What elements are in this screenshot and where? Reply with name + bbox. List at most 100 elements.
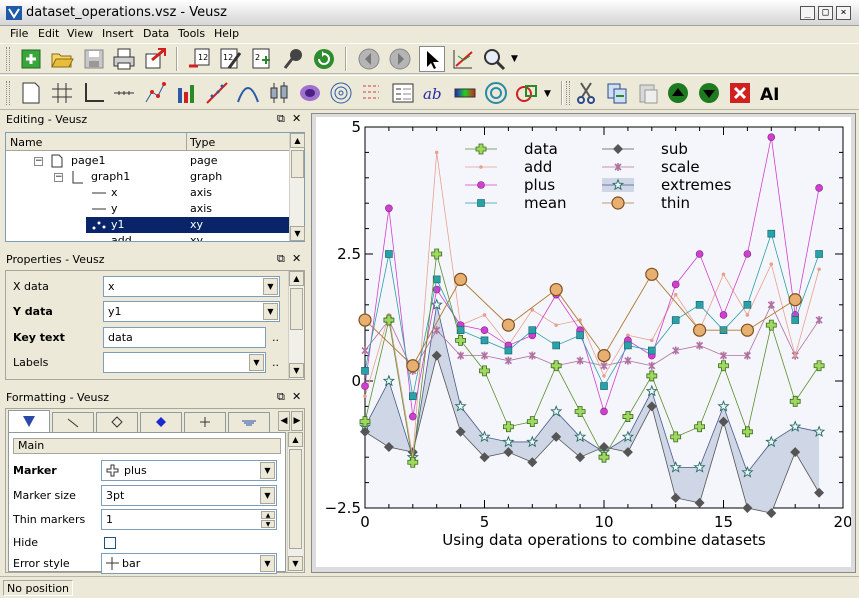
dropdown-arrow-icon[interactable]: ▼: [249, 354, 264, 371]
save-disk-icon[interactable]: [81, 46, 107, 72]
scroll-down-icon[interactable]: ▼: [290, 226, 305, 241]
zoom-dropdown-icon[interactable]: ▼: [511, 54, 518, 64]
thin-markers-spinbox[interactable]: 1 ▲ ▼: [101, 509, 277, 530]
labels-ellipsis-button[interactable]: ..: [272, 356, 279, 369]
tab-error-bar[interactable]: [184, 412, 226, 432]
add-function-icon[interactable]: [235, 80, 261, 106]
float-panel-icon[interactable]: ⧉: [277, 252, 285, 265]
scroll-thumb[interactable]: [291, 150, 304, 178]
tab-fill-below[interactable]: [228, 412, 270, 432]
menu-file[interactable]: File: [10, 27, 29, 40]
tree-row-add[interactable]: add xy: [6, 233, 289, 241]
new-document-icon[interactable]: [18, 46, 44, 72]
reload-icon[interactable]: [311, 46, 337, 72]
formatting-scrollbar[interactable]: ▲ ▼: [287, 432, 303, 572]
minimize-button[interactable]: _: [800, 6, 815, 20]
add-polar-icon[interactable]: [483, 80, 509, 106]
keytext-ellipsis-button[interactable]: ..: [272, 331, 279, 344]
tree-row-y1[interactable]: y1 xy: [6, 217, 289, 233]
add-label-icon[interactable]: ab: [421, 80, 447, 106]
create-dataset-icon[interactable]: 2: [248, 46, 274, 72]
add-fit-icon[interactable]: [204, 80, 230, 106]
float-panel-icon[interactable]: ⧉: [277, 112, 285, 125]
tree-row-page1[interactable]: − page1 page: [6, 153, 289, 169]
tab-marker-fill[interactable]: [140, 412, 182, 432]
capture-data-icon[interactable]: [280, 46, 306, 72]
add-image-icon[interactable]: [297, 80, 323, 106]
tree-row-y[interactable]: y axis: [6, 201, 289, 217]
toolbar-grip[interactable]: [566, 81, 570, 105]
paste-icon[interactable]: [635, 80, 661, 106]
menu-view[interactable]: View: [67, 27, 94, 40]
tree-row-graph1[interactable]: − graph1 graph: [6, 169, 289, 185]
zoom-menu-icon[interactable]: [481, 46, 507, 72]
add-shape-icon[interactable]: [514, 80, 540, 106]
copy-icon[interactable]: [604, 80, 630, 106]
tree-row-x[interactable]: x axis: [6, 185, 289, 201]
menu-edit[interactable]: Edit: [38, 27, 60, 40]
next-page-icon[interactable]: [387, 46, 413, 72]
tab-main-marker[interactable]: [8, 410, 50, 432]
collapse-icon[interactable]: −: [34, 156, 43, 166]
marker-size-combo[interactable]: 3pt ▼: [101, 485, 277, 506]
column-type[interactable]: Type: [190, 136, 216, 149]
scroll-down-icon[interactable]: ▼: [288, 556, 303, 571]
maximize-button[interactable]: □: [818, 6, 833, 20]
dropdown-arrow-icon[interactable]: ▼: [263, 278, 278, 295]
spin-up-icon[interactable]: ▲: [261, 511, 275, 519]
toolbar-grip[interactable]: [6, 81, 10, 105]
scroll-thumb[interactable]: [290, 288, 303, 330]
tab-scroll-left-icon[interactable]: ◀: [278, 411, 290, 431]
menu-help[interactable]: Help: [214, 27, 240, 40]
labels-combo[interactable]: ▼: [103, 352, 266, 373]
select-pointer-icon[interactable]: [419, 46, 445, 72]
import-data-icon[interactable]: 12: [186, 46, 212, 72]
close-button[interactable]: ×: [836, 6, 851, 20]
error-style-combo[interactable]: bar ▼: [101, 553, 277, 574]
plot-page[interactable]: 0 5 10 15 20 5 2.5 0 −2.5 Using data operations t…: [316, 117, 853, 567]
tab-line[interactable]: [52, 412, 94, 432]
add-boxplot-icon[interactable]: [266, 80, 292, 106]
marker-combo[interactable]: plus ▼: [101, 460, 277, 481]
delete-icon[interactable]: [727, 80, 753, 106]
previous-page-icon[interactable]: [356, 46, 382, 72]
properties-scrollbar[interactable]: ▲ ▼: [288, 271, 304, 379]
print-icon[interactable]: [111, 46, 137, 72]
add-colorbar-icon[interactable]: [452, 80, 478, 106]
open-folder-icon[interactable]: [49, 46, 75, 72]
menu-data[interactable]: Data: [143, 27, 170, 40]
add-page-icon[interactable]: [18, 80, 44, 106]
add-xy-icon[interactable]: [142, 80, 168, 106]
shapes-dropdown-icon[interactable]: ▼: [544, 89, 551, 99]
move-down-icon[interactable]: [696, 80, 722, 106]
cut-scissors-icon[interactable]: [573, 80, 599, 106]
dropdown-arrow-icon[interactable]: ▼: [260, 487, 275, 504]
collapse-icon[interactable]: −: [54, 172, 63, 182]
menu-insert[interactable]: Insert: [102, 27, 134, 40]
add-axis-icon[interactable]: [111, 80, 137, 106]
tab-scroll-right-icon[interactable]: ▶: [291, 411, 303, 431]
move-up-icon[interactable]: [665, 80, 691, 106]
dropdown-arrow-icon[interactable]: ▼: [263, 303, 278, 320]
float-panel-icon[interactable]: ⧉: [277, 390, 285, 403]
add-key-icon[interactable]: [390, 80, 416, 106]
menu-tools[interactable]: Tools: [178, 27, 206, 40]
edit-data-icon[interactable]: 12: [217, 46, 243, 72]
scroll-up-icon[interactable]: ▲: [288, 432, 303, 447]
zoom-graph-icon[interactable]: [450, 46, 476, 72]
scroll-up-icon[interactable]: ▲: [289, 271, 304, 286]
add-vector-field-icon[interactable]: [359, 80, 385, 106]
spin-down-icon[interactable]: ▼: [261, 520, 275, 528]
xdata-combo[interactable]: x ▼: [103, 276, 280, 297]
add-contour-icon[interactable]: [328, 80, 354, 106]
add-graph-icon[interactable]: [80, 80, 106, 106]
scroll-down-icon[interactable]: ▼: [289, 363, 304, 378]
tab-marker-border[interactable]: [96, 412, 138, 432]
keytext-input[interactable]: data: [103, 327, 266, 348]
column-name[interactable]: Name: [10, 136, 43, 149]
dropdown-arrow-icon[interactable]: ▼: [260, 555, 275, 572]
tree-scrollbar[interactable]: ▲ ▼: [289, 133, 305, 241]
dropdown-arrow-icon[interactable]: ▼: [260, 462, 275, 479]
hide-checkbox[interactable]: [104, 537, 116, 549]
close-panel-icon[interactable]: ✕: [292, 112, 302, 125]
